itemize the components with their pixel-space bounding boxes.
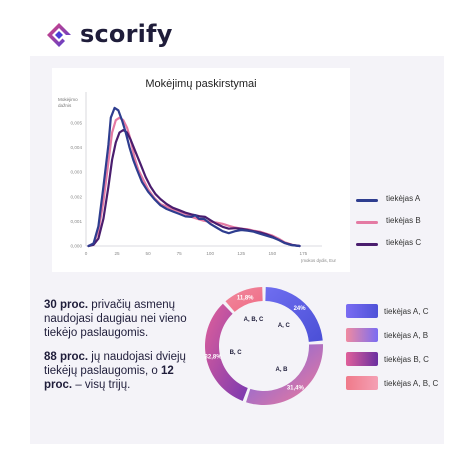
legend-label-b: tiekėjas B	[386, 216, 421, 225]
pie-swatch-ab	[346, 328, 378, 342]
header: scorify	[0, 0, 474, 56]
y-tick-label: 0,005	[71, 120, 83, 125]
line-chart: Mokėjimo dažnis 0,000 0,001 0,002 0,003 0,004 0…	[58, 92, 337, 263]
pie-label-bc: tiekėjas B, C	[384, 355, 429, 364]
donut-slice-abc	[225, 287, 263, 312]
legend-label-c: tiekėjas C	[386, 238, 422, 247]
pie-swatch-bc	[346, 352, 378, 366]
y-tick-label: 0,000	[71, 244, 83, 249]
scorify-logo-icon	[47, 23, 71, 47]
stat-30-text: privačių asmenų naudojasi daugiau nei vi…	[44, 299, 187, 339]
legend-line-b	[356, 221, 378, 224]
x-axis-label: Įmokos dydis, Eur	[301, 258, 336, 263]
pie-swatch-abc	[346, 376, 378, 390]
legend-line-c	[356, 243, 378, 246]
stat-12-bold: 12 proc.	[44, 365, 174, 391]
pie-label-abc: tiekėjas A, B, C	[384, 379, 439, 388]
pie-legend-item-abc: tiekėjas A, B, C	[346, 376, 446, 390]
pie-legend-item-bc: tiekėjas B, C	[346, 352, 446, 366]
line-chart-card: Mokėjimų paskirstymai Mokėjimo dažnis 0,00…	[52, 68, 350, 272]
stat-88-text: jų naudojasi dviejų tiekėjų paslaugomis,…	[44, 351, 186, 377]
y-tick-label: 0,002	[71, 194, 83, 199]
series-line-a	[87, 106, 301, 248]
y-tick-label: 0,003	[71, 170, 83, 175]
donut-percent-label-ab: 31,4%	[287, 385, 305, 391]
donut-chart: 24% A, C 31,4% A, B 32,8% B, C 11,8% A, B, C	[205, 287, 323, 405]
y-tick-label: 0,004	[71, 145, 83, 150]
donut-inner-label-abc: A, B, C	[244, 317, 264, 323]
pie-legend-item-ab: tiekėjas A, B	[346, 328, 446, 342]
x-tick-label: 175	[300, 251, 308, 256]
y-axis-label: Mokėjimo dažnis	[58, 97, 78, 108]
donut-inner-label-ac: A, C	[278, 323, 291, 329]
stat-30-bold: 30 proc.	[44, 299, 89, 311]
stats-text: 30 proc. privačių asmenų naudojasi daugi…	[44, 298, 204, 392]
stat-88-bold: 88 proc.	[44, 351, 89, 363]
donut-slice-bc	[205, 303, 248, 402]
y-tick-label: 0,001	[71, 219, 83, 224]
pie-swatch-ac	[346, 304, 378, 318]
chart-title: Mokėjimų paskirstymai	[145, 78, 257, 90]
donut-inner-label-bc: B, C	[230, 350, 243, 356]
donut-percent-label-abc: 11,8%	[237, 296, 254, 302]
stat-12-text: – visų trijų.	[72, 379, 131, 391]
legend-line-a	[356, 199, 378, 202]
donut-slice-ab	[246, 344, 323, 405]
donut-slice-ac	[265, 287, 323, 342]
stat-multi-provider: 30 proc. privačių asmenų naudojasi daugi…	[44, 298, 204, 340]
pie-label-ab: tiekėjas A, B	[384, 331, 429, 340]
legend-item-tiekejas-b: tiekėjas B	[356, 216, 452, 228]
brand-name: scorify	[80, 20, 173, 48]
donut-percent-label-ac: 24%	[294, 306, 307, 312]
legend-item-tiekejas-a: tiekėjas A	[356, 194, 452, 206]
donut-percent-label-bc: 32,8%	[205, 354, 223, 360]
legend-item-tiekejas-c: tiekėjas C	[356, 238, 452, 250]
legend-label-a: tiekėjas A	[386, 194, 421, 203]
pie-label-ac: tiekėjas A, C	[384, 307, 429, 316]
x-tick-label: 100	[206, 251, 214, 256]
x-tick-label: 125	[237, 251, 245, 256]
x-tick-label: 25	[114, 251, 120, 256]
stat-two-three-providers: 88 proc. jų naudojasi dviejų tiekėjų pas…	[44, 350, 204, 392]
x-tick-label: 0	[85, 251, 88, 256]
donut-inner-label-ab: A, B	[275, 367, 288, 373]
series-line-c	[87, 129, 301, 248]
x-tick-label: 50	[146, 251, 152, 256]
x-tick-label: 150	[268, 251, 276, 256]
x-tick-label: 75	[177, 251, 183, 256]
series-line-b	[87, 116, 301, 248]
pie-legend-item-ac: tiekėjas A, C	[346, 304, 446, 318]
